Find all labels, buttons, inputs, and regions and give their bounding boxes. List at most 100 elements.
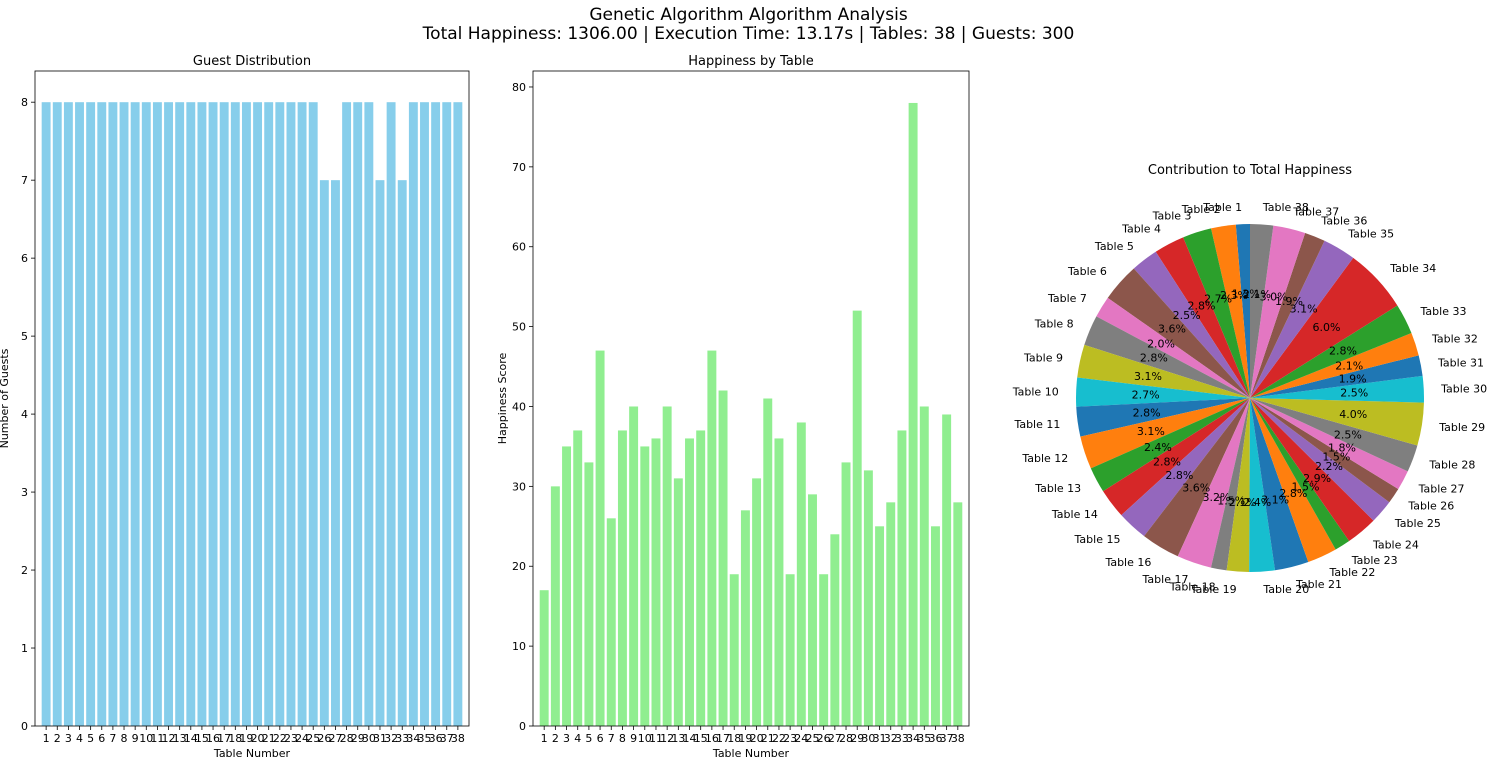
happiness-bar-37 bbox=[942, 414, 952, 726]
happiness-bar-21 bbox=[763, 398, 773, 726]
happiness-bar-32 bbox=[886, 502, 896, 726]
happiness-bar-13 bbox=[673, 478, 683, 726]
happiness-xtick-label: 9 bbox=[630, 732, 637, 745]
pie-slice-label: Table 10 bbox=[1012, 386, 1059, 399]
pie-slice-25 bbox=[1250, 398, 1390, 521]
pie-slice-label: Table 24 bbox=[1372, 539, 1419, 552]
pie-slice-label: Table 32 bbox=[1431, 333, 1478, 346]
happiness-bar-3 bbox=[562, 446, 572, 726]
pie-slice-17 bbox=[1177, 398, 1250, 568]
guest-distribution-bar-18 bbox=[230, 102, 240, 726]
guest-distribution-ytick-label: 0 bbox=[21, 720, 28, 733]
guest-distribution-xtick-label: 38 bbox=[451, 732, 465, 745]
happiness-ytick-label: 60 bbox=[512, 241, 526, 254]
happiness-xtick-label: 15 bbox=[694, 732, 708, 745]
pie-pct-label: 2.4% bbox=[1243, 496, 1271, 509]
pie-slice-label: Table 18 bbox=[1169, 580, 1216, 593]
pie-slice-24 bbox=[1250, 398, 1374, 541]
guest-distribution-bar-29 bbox=[353, 102, 363, 726]
guest-distribution-bar-11 bbox=[152, 102, 162, 726]
guest-distribution-ytick-label: 5 bbox=[21, 330, 28, 343]
pie-slice-12 bbox=[1080, 398, 1250, 469]
guest-distribution-xtick-label: 32 bbox=[384, 732, 398, 745]
pie-title: Contribution to Total Happiness bbox=[1148, 163, 1352, 178]
pie-slice-38 bbox=[1250, 224, 1274, 398]
guest-distribution-bar-3 bbox=[63, 102, 73, 726]
pie-slice-23 bbox=[1250, 398, 1350, 550]
guest-distribution-xtick-label: 34 bbox=[406, 732, 420, 745]
pie-slice-11 bbox=[1076, 398, 1250, 437]
guest-distribution-bar-8 bbox=[119, 102, 129, 726]
pie-slice-label: Table 33 bbox=[1420, 305, 1467, 318]
guest-distribution-xtick-label: 22 bbox=[273, 732, 287, 745]
pie-slice-label: Table 13 bbox=[1034, 482, 1081, 495]
guest-distribution-xtick-label: 7 bbox=[109, 732, 116, 745]
pie-pct-label: 3.2% bbox=[1202, 491, 1230, 504]
happiness-bar-22 bbox=[774, 438, 784, 726]
pie-pct-label: 1.8% bbox=[1328, 441, 1356, 454]
pie-slice-13 bbox=[1090, 398, 1250, 492]
happiness-bar-4 bbox=[573, 430, 583, 726]
happiness-xtick-label: 18 bbox=[727, 732, 741, 745]
pie-pct-label: 2.2% bbox=[1315, 460, 1343, 473]
happiness-xtick-label: 19 bbox=[738, 732, 752, 745]
pie-slice-label: Table 9 bbox=[1023, 351, 1063, 364]
pie-slice-18 bbox=[1210, 398, 1250, 571]
pie-slice-9 bbox=[1077, 344, 1250, 398]
pie-pct-label: 1.9% bbox=[1339, 373, 1367, 386]
pie-slice-4 bbox=[1155, 237, 1250, 398]
pie-slice-label: Table 38 bbox=[1262, 201, 1309, 214]
guest-distribution-bar-5 bbox=[86, 102, 96, 726]
pie-slice-label: Table 11 bbox=[1013, 418, 1060, 431]
pie-pct-label: 3.6% bbox=[1182, 481, 1210, 494]
happiness-bar-12 bbox=[662, 406, 672, 726]
happiness-xtick-label: 35 bbox=[917, 732, 931, 745]
guest-distribution-ytick-label: 6 bbox=[21, 252, 28, 265]
pie-pct-label: 3.1% bbox=[1290, 302, 1318, 315]
guest-distribution-xtick-label: 35 bbox=[417, 732, 431, 745]
pie-slice-label: Table 26 bbox=[1407, 500, 1454, 513]
happiness-xtick-label: 21 bbox=[761, 732, 775, 745]
pie-slice-label: Table 7 bbox=[1047, 292, 1087, 305]
pie-pct-label: 2.7% bbox=[1204, 293, 1232, 306]
happiness-xtick-label: 5 bbox=[585, 732, 592, 745]
guest-distribution-xtick-label: 2 bbox=[54, 732, 61, 745]
guest-distribution-bar-25 bbox=[308, 102, 318, 726]
happiness-xlabel: Table Number bbox=[712, 747, 790, 760]
pie-pct-label: 2.8% bbox=[1187, 300, 1215, 313]
pie-slice-33 bbox=[1250, 305, 1412, 398]
guest-distribution-xtick-label: 36 bbox=[429, 732, 443, 745]
happiness-xtick-label: 6 bbox=[597, 732, 604, 745]
happiness-bar-27 bbox=[830, 534, 840, 726]
happiness-xtick-label: 20 bbox=[750, 732, 764, 745]
guest-distribution-ytick-label: 3 bbox=[21, 486, 28, 499]
pie-slice-32 bbox=[1250, 333, 1419, 398]
pie-pct-label: 2.5% bbox=[1340, 387, 1368, 400]
happiness-xtick-label: 32 bbox=[884, 732, 898, 745]
happiness-ytick-label: 40 bbox=[512, 400, 526, 413]
pie-slice-35 bbox=[1250, 240, 1354, 398]
guest-distribution-xtick-label: 24 bbox=[295, 732, 309, 745]
guest-distribution-ytick-label: 4 bbox=[21, 408, 28, 421]
pie-slice-label: Table 25 bbox=[1394, 517, 1441, 530]
guest-distribution-xtick-label: 1 bbox=[43, 732, 50, 745]
pie-slice-label: Table 8 bbox=[1034, 318, 1074, 331]
happiness-xtick-label: 23 bbox=[783, 732, 797, 745]
pie-slice-label: Table 3 bbox=[1152, 210, 1192, 223]
pie-slice-label: Table 17 bbox=[1142, 573, 1189, 586]
pie-slice-label: Table 23 bbox=[1351, 554, 1398, 567]
pie-pct-label: 2.8% bbox=[1165, 469, 1193, 482]
happiness-bar-1 bbox=[539, 590, 549, 726]
happiness-bar-17 bbox=[718, 390, 728, 726]
pie-slice-34 bbox=[1250, 257, 1398, 398]
happiness-xtick-label: 4 bbox=[574, 732, 581, 745]
happiness-bar-35 bbox=[919, 406, 929, 726]
pie-slice-label: Table 37 bbox=[1292, 206, 1339, 219]
pie-pct-label: 2.4% bbox=[1144, 441, 1172, 454]
guest-distribution-bar-22 bbox=[275, 102, 285, 726]
pie-slice-31 bbox=[1250, 355, 1423, 398]
guest-distribution-xtick-label: 16 bbox=[206, 732, 220, 745]
happiness-ytick-label: 50 bbox=[512, 321, 526, 334]
